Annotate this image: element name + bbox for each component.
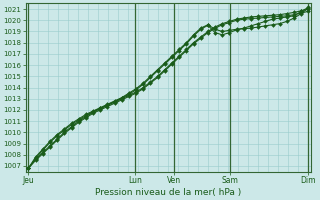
X-axis label: Pression niveau de la mer( hPa ): Pression niveau de la mer( hPa ): [95, 188, 242, 197]
